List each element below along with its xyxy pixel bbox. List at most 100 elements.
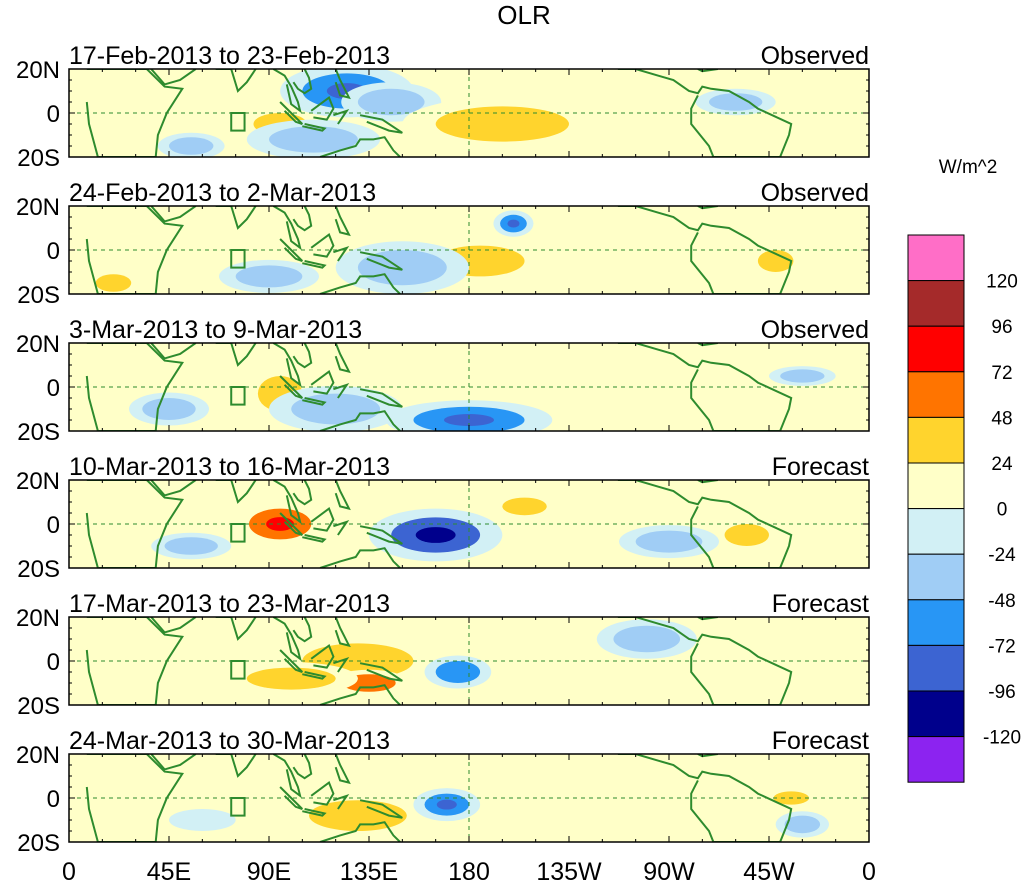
- panel-status: Observed: [761, 316, 869, 344]
- anomaly-5: [435, 106, 569, 142]
- coastline: [150, 480, 197, 497]
- panels: 20N 0 20S 17-Feb-2013 to 23-Feb-2013 Observe…: [16, 42, 870, 857]
- coastline: [334, 754, 351, 785]
- x-tick-label: 90W: [643, 858, 695, 886]
- coastline: [272, 480, 302, 525]
- coastline: [319, 684, 401, 705]
- coastline: [292, 480, 313, 506]
- anomaly-4: [613, 625, 681, 653]
- coastline: [334, 617, 351, 648]
- anomaly-core: [507, 219, 520, 228]
- coastline: [292, 343, 313, 369]
- colorbar-label: 72: [991, 363, 1012, 384]
- coastline: [150, 69, 197, 86]
- anomaly-core: [357, 679, 381, 687]
- coastline: [292, 617, 313, 643]
- coastline: [279, 101, 304, 125]
- coastline: [302, 808, 327, 817]
- anomaly-7: [709, 93, 763, 111]
- panel-4: 20N 0 20S 10-Mar-2013 to 16-Mar-2013 Forecas…: [16, 453, 870, 583]
- coastline: [333, 245, 350, 262]
- y-tick-label: 0: [47, 786, 60, 813]
- colorbar-label: -48: [988, 591, 1015, 612]
- coastline: [617, 480, 793, 568]
- coastline: [359, 388, 403, 408]
- y-tick-label: 20N: [16, 194, 60, 221]
- coastline: [85, 206, 184, 294]
- coastline: [617, 343, 793, 431]
- coastline: [333, 519, 350, 536]
- colorbar-label: 24: [991, 454, 1013, 475]
- coastline: [302, 397, 327, 406]
- coastline: [319, 136, 401, 157]
- coastline: [310, 96, 335, 121]
- panel-status: Observed: [761, 42, 869, 70]
- coastline: [310, 233, 335, 258]
- anomaly-3: [357, 88, 425, 116]
- coastline: [310, 507, 335, 532]
- coastline: [359, 251, 403, 271]
- coastline: [150, 206, 197, 223]
- panel-period: 24-Mar-2013 to 30-Mar-2013: [69, 727, 390, 755]
- coastline: [617, 754, 793, 842]
- anomaly-5: [757, 250, 794, 272]
- y-tick-label: 20S: [17, 282, 60, 309]
- coastline: [302, 671, 327, 680]
- coastline: [319, 547, 401, 568]
- coastline: [215, 69, 257, 93]
- coastline: [215, 206, 257, 230]
- colorbar-label: 48: [991, 408, 1012, 429]
- panel-3: 20N 0 20S 3-Mar-2013 to 9-Mar-2013 Observed: [16, 316, 870, 446]
- coastline: [333, 108, 350, 125]
- anomaly-4: [502, 497, 547, 516]
- y-tick-label: 20S: [17, 419, 60, 446]
- panel-status: Observed: [761, 179, 869, 207]
- colorbar-swatch-8: [907, 553, 965, 601]
- coastline: [359, 525, 403, 545]
- anomaly-core: [436, 799, 457, 810]
- panel-period: 17-Mar-2013 to 23-Mar-2013: [69, 590, 390, 618]
- coastline: [617, 69, 793, 157]
- colorbar-swatch-12: [907, 736, 965, 783]
- coastline: [359, 114, 403, 134]
- x-tick-label: 90E: [247, 858, 291, 886]
- coastline: [272, 206, 302, 251]
- coastline: [279, 238, 304, 262]
- colorbar-swatch-2: [907, 280, 965, 327]
- x-tick-label: 45E: [147, 858, 191, 886]
- coastline: [292, 69, 313, 95]
- coastline: [333, 382, 350, 399]
- anomaly-core: [444, 414, 494, 426]
- colorbar-swatch-5: [907, 416, 965, 464]
- coastline: [85, 69, 184, 157]
- panel-status: Forecast: [772, 727, 869, 755]
- panel-5: 20N 0 20S 17-Mar-2013 to 23-Mar-2013 Forecas…: [16, 590, 870, 720]
- colorbar-label: 120: [986, 272, 1018, 293]
- y-tick-label: 20N: [16, 57, 60, 84]
- panel-period: 3-Mar-2013 to 9-Mar-2013: [69, 316, 362, 344]
- coastline: [85, 754, 184, 842]
- anomaly-2: [357, 250, 447, 286]
- anomaly-6: [169, 137, 214, 155]
- coastline: [319, 821, 401, 842]
- y-tick-label: 0: [47, 649, 60, 676]
- x-tick-label: 0: [62, 858, 76, 886]
- panel-status: Forecast: [772, 590, 869, 618]
- coastline: [272, 69, 302, 114]
- coastline: [85, 480, 184, 568]
- colorbar-label: -96: [988, 682, 1015, 703]
- panel-period: 10-Mar-2013 to 16-Mar-2013: [69, 453, 390, 481]
- coastline: [334, 343, 351, 374]
- coastline: [150, 343, 197, 360]
- y-tick-label: 20S: [17, 693, 60, 720]
- anomaly-3: [164, 537, 218, 555]
- coastline: [279, 786, 304, 810]
- coastline: [302, 260, 327, 269]
- panel-1: 20N 0 20S 17-Feb-2013 to 23-Feb-2013 Observe…: [16, 42, 870, 172]
- coastline: [215, 480, 257, 504]
- y-tick-label: 20S: [17, 830, 60, 857]
- coastline: [85, 343, 184, 431]
- coastline: [359, 799, 403, 819]
- x-tick-label: 135W: [536, 858, 602, 886]
